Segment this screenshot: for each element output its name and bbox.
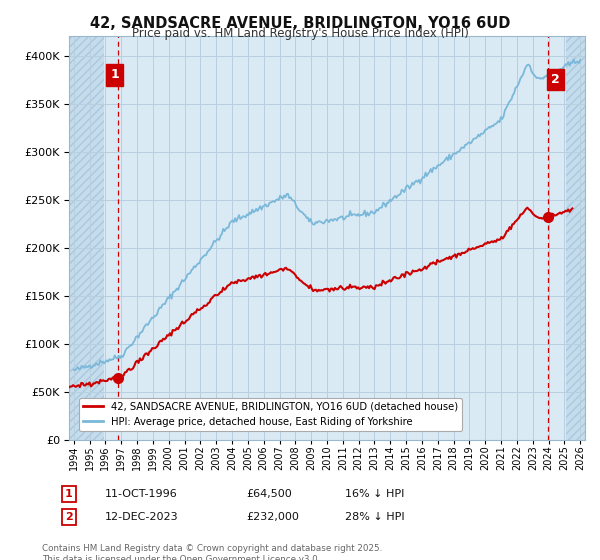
Text: Contains HM Land Registry data © Crown copyright and database right 2025.
This d: Contains HM Land Registry data © Crown c…	[42, 544, 382, 560]
Text: £64,500: £64,500	[246, 489, 292, 499]
Text: 1: 1	[65, 489, 73, 499]
Text: 16% ↓ HPI: 16% ↓ HPI	[345, 489, 404, 499]
Text: 1: 1	[110, 68, 119, 81]
Text: 12-DEC-2023: 12-DEC-2023	[105, 512, 179, 522]
Text: 2: 2	[65, 512, 73, 522]
Text: 28% ↓ HPI: 28% ↓ HPI	[345, 512, 404, 522]
Text: 2: 2	[551, 73, 560, 86]
Text: 42, SANDSACRE AVENUE, BRIDLINGTON, YO16 6UD: 42, SANDSACRE AVENUE, BRIDLINGTON, YO16 …	[90, 16, 510, 31]
Text: Price paid vs. HM Land Registry's House Price Index (HPI): Price paid vs. HM Land Registry's House …	[131, 27, 469, 40]
Text: 11-OCT-1996: 11-OCT-1996	[105, 489, 178, 499]
Legend: 42, SANDSACRE AVENUE, BRIDLINGTON, YO16 6UD (detached house), HPI: Average price: 42, SANDSACRE AVENUE, BRIDLINGTON, YO16 …	[79, 398, 462, 431]
Text: £232,000: £232,000	[246, 512, 299, 522]
